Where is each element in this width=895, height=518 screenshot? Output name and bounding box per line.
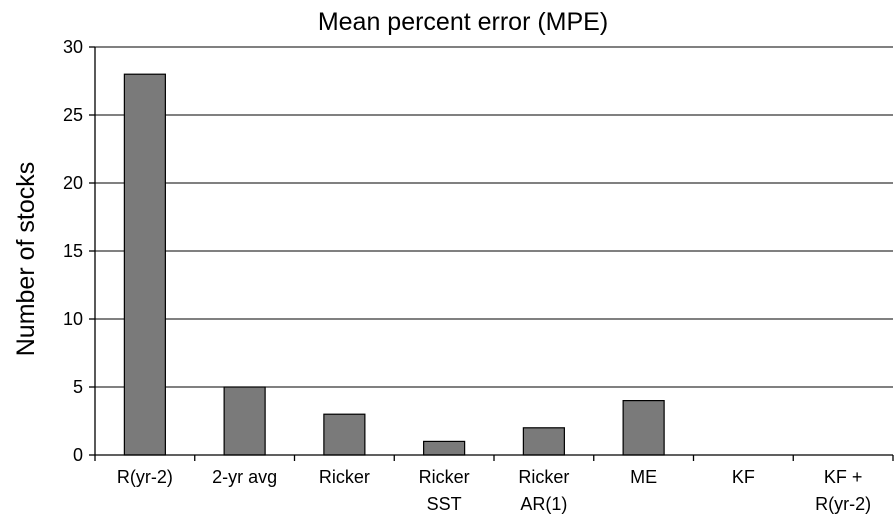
x-tick-label: Ricker [319, 467, 370, 487]
bar [323, 413, 366, 456]
bar [522, 427, 565, 456]
y-tick-label: 20 [63, 173, 83, 193]
y-tick-label: 15 [63, 241, 83, 261]
x-tick-label-line: Ricker [518, 467, 569, 487]
x-tick-label-line: SST [427, 494, 462, 514]
x-tick-label-line: R(yr-2) [117, 467, 173, 487]
x-tick-label-line: Ricker [319, 467, 370, 487]
y-tick-label: 10 [63, 309, 83, 329]
chart-title: Mean percent error (MPE) [318, 8, 608, 36]
x-tick-label: R(yr-2) [117, 467, 173, 487]
x-tick-label: KF [732, 467, 755, 487]
axes [94, 47, 894, 461]
bars [123, 73, 665, 456]
bar [223, 386, 266, 456]
x-tick-label-line: Ricker [419, 467, 470, 487]
y-tick-label: 0 [73, 445, 83, 465]
x-tick-label-line: KF [732, 467, 755, 487]
y-tick-label: 5 [73, 377, 83, 397]
y-tick-label: 30 [63, 37, 83, 57]
bar [123, 73, 166, 456]
y-axis-label: Number of stocks [12, 162, 40, 357]
x-tick-label: Ricker AR(1) [518, 467, 569, 514]
x-tick-label: KF + R(yr-2) [815, 467, 871, 514]
x-tick-labels: R(yr-2) 2-yr avg Ricker Ricker SST Ricker AR(1… [117, 467, 871, 514]
x-tick-label-line: ME [630, 467, 657, 487]
y-tick-labels: 0 5 10 15 20 25 30 [63, 37, 83, 465]
x-tick-label-line: 2-yr avg [212, 467, 277, 487]
y-tick-label: 25 [63, 105, 83, 125]
x-tick-label-line: AR(1) [520, 494, 567, 514]
x-tick-label-line: R(yr-2) [815, 494, 871, 514]
x-tick-label: ME [630, 467, 657, 487]
x-tick-label: 2-yr avg [212, 467, 277, 487]
bar [622, 400, 665, 456]
x-tick-label: Ricker SST [419, 467, 470, 514]
bar [423, 440, 466, 456]
x-tick-label-line: KF + [824, 467, 863, 487]
gridlines [89, 46, 893, 456]
